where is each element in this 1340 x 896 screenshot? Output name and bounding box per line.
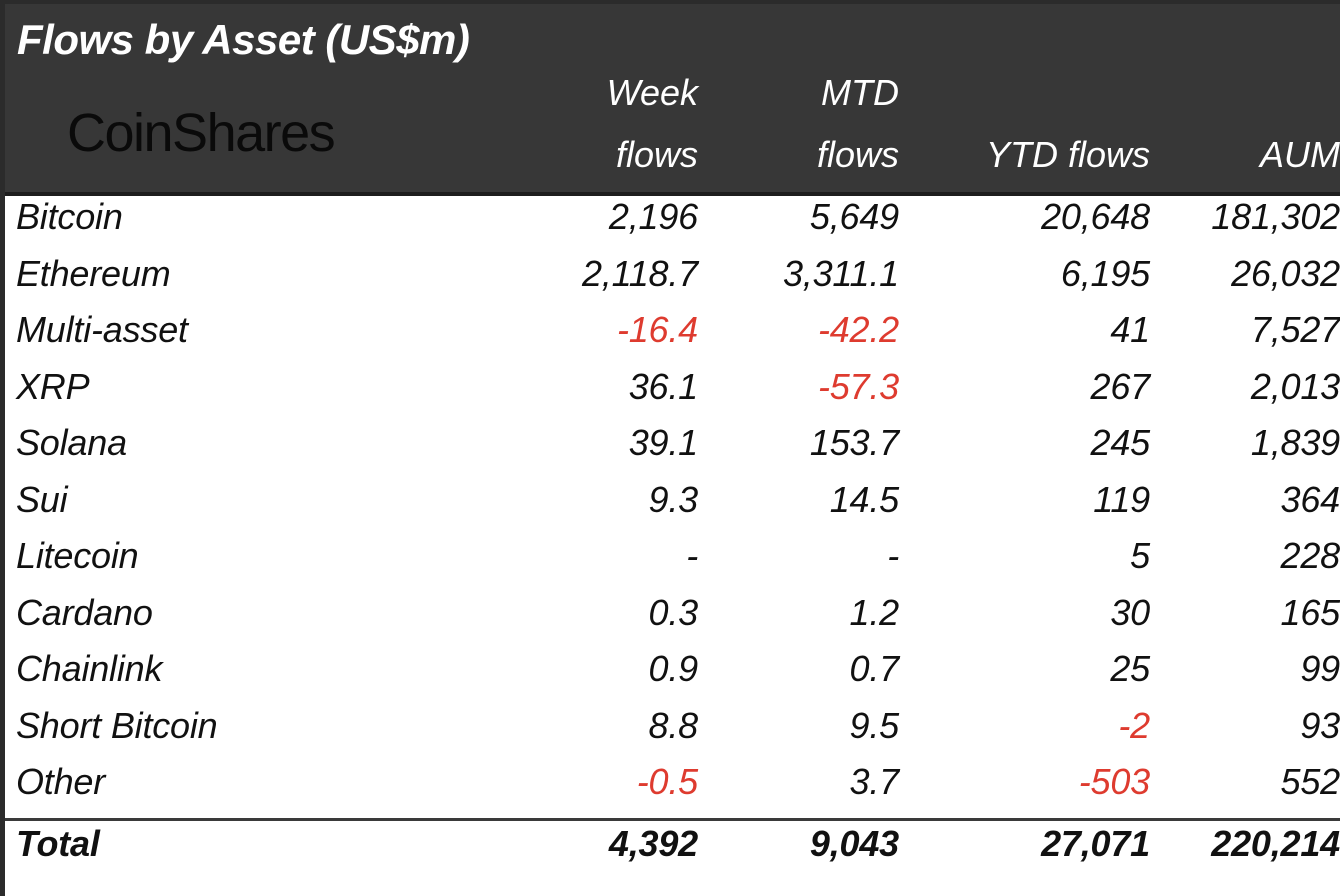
cell-aum: 1,839 <box>1250 422 1340 463</box>
cell-aum: 7,527 <box>1250 309 1340 350</box>
cell-aum: 228 <box>1280 535 1340 576</box>
cell-week-flows: 39.1 <box>628 422 698 463</box>
cell-aum: 552 <box>1280 761 1340 802</box>
cell-aum: 181,302 <box>1211 196 1340 237</box>
cell-week-flows: 2,118.7 <box>581 252 698 294</box>
row-label-asset: Sui <box>16 478 68 520</box>
cell-week-flows: -0.5 <box>636 761 698 802</box>
cell-ytd-flows: 25 <box>1110 648 1150 689</box>
table-row: Cardano 0.3 1.2 30 165 <box>5 592 1340 649</box>
cell-ytd-flows: 30 <box>1110 591 1150 633</box>
table-row: Multi-asset -16.4 -42.2 41 7,527 <box>5 309 1340 366</box>
cell-ytd-flows: -503 <box>1078 761 1150 802</box>
row-label-asset: Ethereum <box>16 252 171 294</box>
cell-aum: 165 <box>1280 591 1340 633</box>
row-label-asset: Solana <box>16 422 127 463</box>
row-label-asset: Short Bitcoin <box>16 704 218 746</box>
table-row: Bitcoin 2,196 5,649 20,648 181,302 <box>5 196 1340 253</box>
cell-aum: 26,032 <box>1231 252 1340 294</box>
column-header-mtd-flows-line2: flows <box>816 134 899 176</box>
cell-week-flows: 9.3 <box>648 478 699 520</box>
cell-week-flows: 36.1 <box>628 365 698 407</box>
row-label-asset: Litecoin <box>16 535 139 576</box>
table-row: Litecoin - - 5 228 <box>5 535 1340 592</box>
total-ytd-flows: 27,071 <box>1041 822 1150 864</box>
table-row: Ethereum 2,118.7 3,311.1 6,195 26,032 <box>5 253 1340 310</box>
cell-week-flows: - <box>686 535 698 576</box>
cell-ytd-flows: 6,195 <box>1060 252 1150 294</box>
cell-mtd-flows: -42.2 <box>817 309 899 350</box>
row-label-asset: Cardano <box>16 591 153 633</box>
cell-week-flows: 0.3 <box>648 591 699 633</box>
table-row: Short Bitcoin 8.8 9.5 -2 93 <box>5 705 1340 762</box>
cell-mtd-flows: 9.5 <box>849 704 900 746</box>
table-row: Sui 9.3 14.5 119 364 <box>5 479 1340 536</box>
coinshares-logo: CoinShares <box>67 103 336 163</box>
table-row: Chainlink 0.9 0.7 25 99 <box>5 648 1340 705</box>
total-aum: 220,214 <box>1211 822 1340 864</box>
page-title: Flows by Asset (US$m) <box>17 16 470 63</box>
cell-mtd-flows: -57.3 <box>817 365 899 407</box>
total-mtd-flows: 9,043 <box>809 822 899 864</box>
column-header-aum-line2: AUM <box>1260 134 1340 176</box>
total-week-flows: 4,392 <box>608 822 698 864</box>
cell-mtd-flows: 1.2 <box>849 591 900 633</box>
row-label-asset: Chainlink <box>16 648 163 689</box>
column-header-aum: AUM <box>1160 124 1340 192</box>
row-label-total: Total <box>16 822 100 864</box>
cell-ytd-flows: 245 <box>1090 422 1151 463</box>
row-label-asset: Multi-asset <box>16 309 188 350</box>
column-headers: Week flows MTD flows YTD flows AUM <box>435 4 1340 192</box>
cell-week-flows: -16.4 <box>616 309 698 350</box>
cell-mtd-flows: 5,649 <box>809 196 899 237</box>
cell-ytd-flows: 5 <box>1130 535 1150 576</box>
column-header-week-flows: Week flows <box>435 62 705 192</box>
table-header: Flows by Asset (US$m) CoinShares Week fl… <box>5 4 1340 196</box>
cell-mtd-flows: 153.7 <box>809 422 899 463</box>
cell-ytd-flows: 119 <box>1093 478 1150 520</box>
cell-mtd-flows: 3.7 <box>849 761 900 802</box>
table-row: Other -0.5 3.7 -503 552 <box>5 761 1340 818</box>
table-total-row: Total 4,392 9,043 27,071 220,214 <box>5 817 1340 878</box>
column-header-ytd-flows: YTD flows <box>905 124 1160 192</box>
cell-aum: 99 <box>1300 648 1340 689</box>
cell-aum: 364 <box>1280 478 1340 520</box>
cell-ytd-flows: 267 <box>1090 365 1151 407</box>
cell-ytd-flows: 20,648 <box>1041 196 1150 237</box>
column-header-week-flows-line2: flows <box>615 134 698 176</box>
table-row: Solana 39.1 153.7 245 1,839 <box>5 422 1340 479</box>
cell-mtd-flows: 3,311.1 <box>782 252 899 294</box>
cell-week-flows: 2,196 <box>608 196 698 237</box>
cell-week-flows: 8.8 <box>648 704 699 746</box>
column-header-mtd-flows: MTD flows <box>705 62 905 192</box>
cell-mtd-flows: 14.5 <box>829 478 899 520</box>
cell-ytd-flows: 41 <box>1110 309 1150 350</box>
table-row: XRP 36.1 -57.3 267 2,013 <box>5 366 1340 423</box>
cell-ytd-flows: -2 <box>1118 704 1150 746</box>
column-header-mtd-flows-line1: MTD <box>821 72 899 114</box>
table-body: Bitcoin 2,196 5,649 20,648 181,302 Ethereum 2,… <box>5 196 1340 878</box>
row-label-asset: Bitcoin <box>16 196 123 237</box>
cell-aum: 93 <box>1300 704 1340 746</box>
row-label-asset: XRP <box>16 365 90 407</box>
row-label-asset: Other <box>16 761 106 802</box>
cell-week-flows: 0.9 <box>648 648 699 689</box>
column-header-ytd-flows-line2: YTD flows <box>985 134 1150 176</box>
cell-aum: 2,013 <box>1250 365 1340 407</box>
cell-mtd-flows: - <box>887 535 899 576</box>
column-header-week-flows-line1: Week <box>606 72 698 114</box>
cell-mtd-flows: 0.7 <box>849 648 900 689</box>
